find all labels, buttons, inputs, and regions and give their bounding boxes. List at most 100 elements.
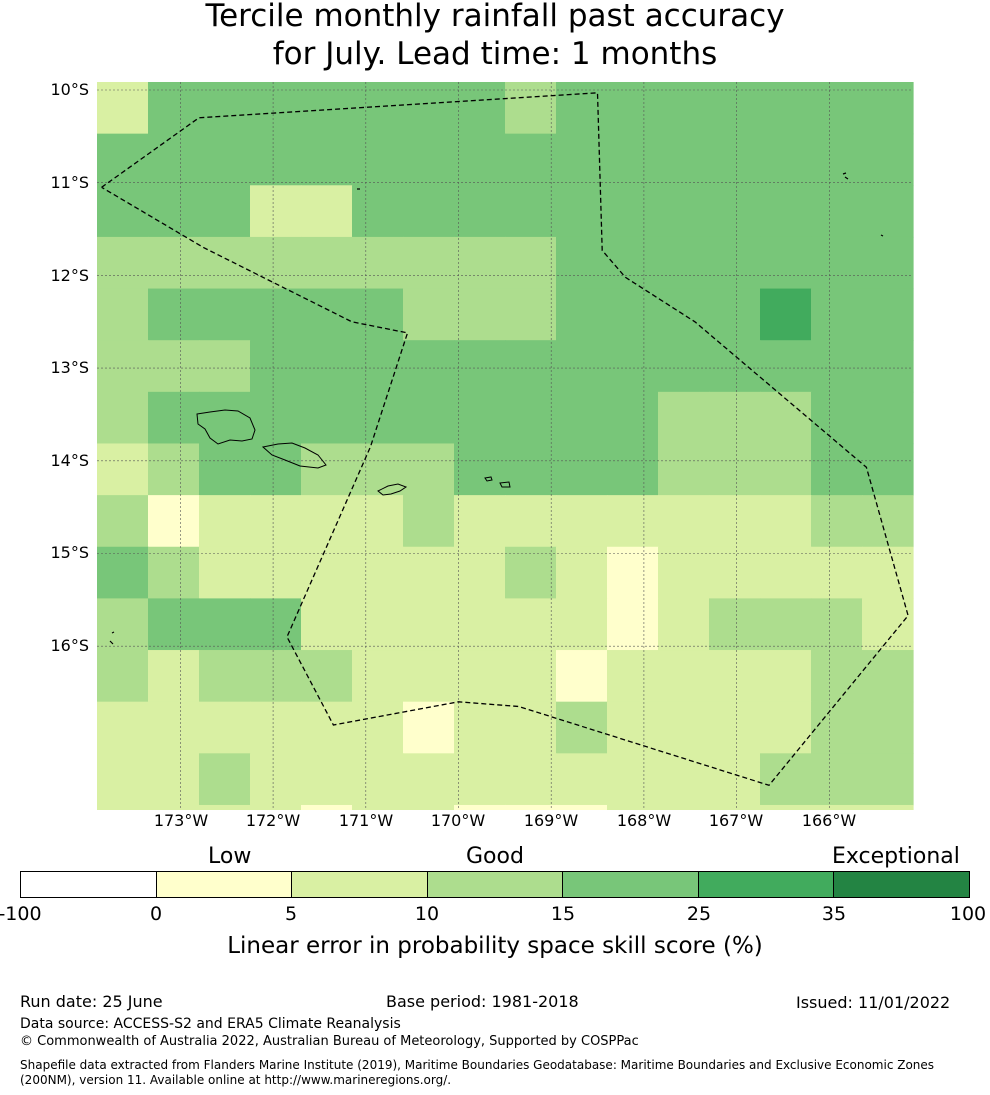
grid-cell — [454, 753, 506, 806]
grid-cell — [760, 598, 812, 651]
grid-cell — [607, 185, 659, 238]
lat-label-15s: 15°S — [50, 543, 89, 562]
grid-cell — [505, 185, 557, 238]
grid-cell — [505, 236, 557, 290]
grid-cell — [454, 804, 506, 810]
grid-cell — [811, 598, 863, 651]
grid-cell — [148, 185, 200, 238]
grid-cell — [148, 82, 200, 135]
grid-cell — [607, 650, 659, 703]
grid-cell — [607, 236, 659, 290]
grid-cell — [97, 236, 149, 290]
grid-cell — [250, 391, 302, 445]
grid-cell — [607, 753, 659, 806]
grid-cell — [301, 701, 353, 754]
grid-cell — [556, 185, 608, 238]
grid-cell — [556, 236, 608, 290]
grid-cell — [607, 133, 659, 186]
grid-cell — [709, 495, 761, 548]
colorbar-tick: 100 — [949, 903, 987, 925]
colorbar-segment — [156, 872, 293, 897]
grid-cell — [658, 443, 710, 496]
grid-cell — [454, 650, 506, 703]
island-rose — [109, 631, 115, 645]
island-tokelau — [842, 172, 849, 180]
grid-cell — [607, 391, 659, 445]
title-line-1: Tercile monthly rainfall past accuracy — [205, 0, 785, 34]
grid-cell — [301, 185, 353, 238]
colorbar-segment — [21, 872, 157, 897]
grid-cell — [403, 443, 455, 496]
lat-label-13s: 13°S — [50, 358, 89, 377]
grid-cell — [709, 133, 761, 186]
grid-cell — [148, 753, 200, 806]
grid-cell — [352, 753, 404, 806]
grid-cell — [454, 598, 506, 651]
island-small-east — [880, 234, 884, 237]
grid-cell — [760, 391, 812, 445]
grid-cell — [505, 391, 557, 445]
grid-cell — [352, 546, 404, 599]
grid-cell — [658, 185, 710, 238]
island-ofu — [484, 476, 493, 482]
grid-cell — [862, 753, 914, 806]
lon-label-173w: 173°W — [153, 811, 209, 830]
grid-cell — [658, 391, 710, 445]
grid-cell — [862, 185, 914, 238]
colorbar-word-exceptional: Exceptional — [832, 844, 960, 869]
colorbar-word-good: Good — [466, 844, 524, 869]
grid-cell — [199, 340, 251, 393]
grid-cell — [709, 701, 761, 754]
colorbar-label: Linear error in probability space skill … — [227, 933, 763, 959]
colorbar-segment — [834, 872, 970, 897]
grid-cell — [250, 598, 302, 651]
grid-cell — [352, 288, 404, 341]
grid-cell — [148, 340, 200, 393]
lat-label-11s: 11°S — [50, 173, 89, 192]
colorbar-tick: 25 — [686, 903, 712, 925]
grid-cell — [301, 753, 353, 806]
lat-label-12s: 12°S — [50, 266, 89, 285]
grid-cell — [709, 546, 761, 599]
grid-cell — [760, 495, 812, 548]
grid-cell — [97, 650, 149, 703]
grid-cell — [454, 236, 506, 290]
grid-cell — [301, 391, 353, 445]
grid-cell — [709, 443, 761, 496]
grid-cell — [250, 443, 302, 496]
grid-cell — [760, 340, 812, 393]
lon-label-169w: 169°W — [523, 811, 579, 830]
grid-cell — [760, 804, 812, 810]
grid-cell — [97, 753, 149, 806]
colorbar-segment — [292, 872, 428, 897]
grid-cell — [658, 340, 710, 393]
colorbar-segment — [427, 872, 564, 897]
grid-cell — [403, 495, 455, 548]
grid-cell — [199, 443, 251, 496]
grid-cell — [352, 495, 404, 548]
grid-cell — [454, 546, 506, 599]
base-period: Base period: 1981-2018 — [386, 992, 579, 1011]
grid-cell — [760, 133, 812, 186]
grid-cell — [709, 236, 761, 290]
lon-label-170w: 170°W — [430, 811, 486, 830]
grid-cell — [454, 133, 506, 186]
grid-cell — [199, 82, 251, 135]
lon-label-166w: 166°W — [801, 811, 857, 830]
grid-cell — [403, 546, 455, 599]
grid-cell — [352, 340, 404, 393]
grid-cell — [148, 236, 200, 290]
grid-cell — [709, 185, 761, 238]
grid-cell — [658, 598, 710, 651]
grid-cell — [811, 650, 863, 703]
grid-cell — [556, 391, 608, 445]
grid-cell — [250, 288, 302, 341]
grid-cell — [97, 185, 149, 238]
lon-label-168w: 168°W — [616, 811, 672, 830]
grid-cell — [505, 804, 557, 810]
grid-cell — [658, 546, 710, 599]
grid-cell — [556, 546, 608, 599]
grid-cell — [199, 650, 251, 703]
grid-cell — [301, 804, 353, 810]
grid-cell — [556, 495, 608, 548]
